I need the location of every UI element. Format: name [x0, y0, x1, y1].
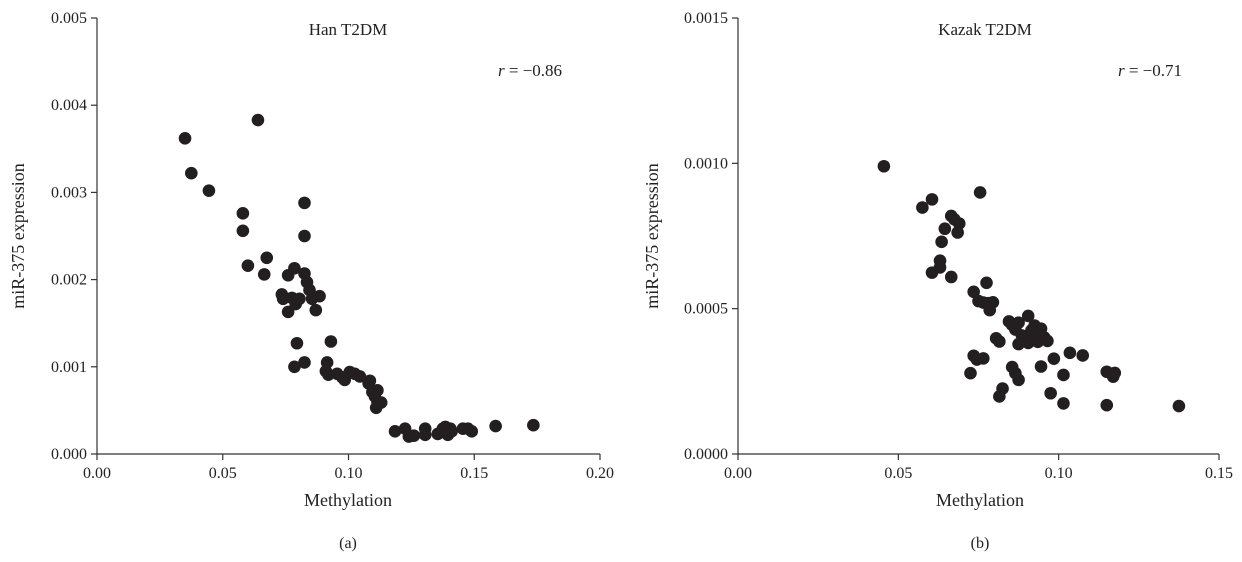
data-point: [445, 425, 458, 438]
data-point: [1172, 399, 1186, 413]
x-tick-label: 0.05: [209, 465, 237, 482]
data-point: [290, 336, 304, 350]
data-point: [944, 270, 958, 284]
data-point: [935, 235, 948, 249]
data-point: [877, 159, 891, 173]
chart-panel-b: 0.0000 0.0005 0.0010 0.0015 0.00 0.05 0.10 0.15…: [642, 10, 1233, 552]
data-point: [407, 429, 421, 442]
data-point: [465, 425, 479, 438]
data-point: [980, 276, 993, 290]
x-tick-label: 0.00: [83, 465, 111, 482]
data-point: [951, 226, 964, 239]
chart-title: Kazak T2DM: [938, 20, 1032, 39]
data-point: [236, 207, 250, 220]
data-point: [281, 305, 295, 319]
data-point: [1012, 316, 1025, 329]
data-point: [324, 335, 338, 348]
data-point: [1057, 368, 1070, 382]
data-point: [288, 261, 301, 275]
data-point: [298, 196, 311, 210]
data-point: [973, 186, 987, 199]
x-tick-label: 0.20: [586, 465, 614, 482]
x-tick-label: 0.05: [884, 465, 912, 482]
data-point: [967, 285, 980, 299]
data-point: [251, 113, 265, 127]
data-point: [293, 292, 306, 306]
data-point: [236, 224, 250, 238]
y-tick-label: 0.005: [51, 10, 87, 27]
data-point: [178, 132, 192, 145]
y-tick-label: 0.000: [51, 446, 87, 463]
data-point: [257, 268, 271, 281]
x-tick-label: 0.15: [460, 465, 488, 482]
x-tick-label: 0.00: [724, 465, 752, 482]
y-tick-label: 0.003: [51, 184, 87, 201]
data-point: [1057, 397, 1070, 410]
data-point: [1041, 334, 1054, 348]
y-tick-label: 0.004: [51, 97, 87, 114]
data-point: [185, 166, 198, 180]
y-tick-label: 0.0000: [684, 446, 728, 463]
x-tick-label: 0.15: [1205, 465, 1233, 482]
data-point: [1012, 337, 1025, 351]
data-point: [353, 370, 367, 383]
data-point: [363, 374, 377, 388]
data-point: [489, 419, 502, 433]
x-tick-label: 0.10: [335, 465, 363, 482]
correlation-annotation: r = −0.71: [1118, 61, 1182, 80]
correlation-annotation: r = −0.86: [498, 61, 562, 80]
data-point: [1021, 309, 1035, 323]
data-point: [933, 261, 947, 274]
data-point: [1031, 335, 1045, 349]
y-tick-label: 0.0015: [684, 10, 728, 27]
correlation-variable: r: [1118, 61, 1125, 80]
data-point: [527, 418, 540, 432]
data-point: [1044, 386, 1057, 400]
correlation-value: = −0.86: [505, 61, 562, 80]
data-point: [977, 352, 990, 365]
correlation-variable: r: [498, 61, 505, 80]
data-point: [993, 335, 1006, 348]
data-point: [1076, 349, 1090, 362]
data-point: [964, 366, 977, 380]
data-point: [369, 401, 383, 415]
y-axis-label: miR-375 expression: [8, 163, 28, 309]
data-point: [418, 428, 432, 442]
data-point: [309, 303, 323, 317]
y-tick-label: 0.0010: [684, 155, 728, 172]
data-point: [993, 390, 1006, 403]
data-point: [983, 303, 997, 317]
chart-title: Han T2DM: [309, 20, 388, 39]
data-point: [1063, 346, 1077, 360]
chart-panel-a: 0.000 0.001 0.002 0.003 0.004 0.005 0.00 0.05 0.…: [8, 10, 614, 552]
panel-label: (a): [339, 535, 357, 552]
y-axis-label: miR-375 expression: [642, 163, 662, 309]
data-point: [298, 229, 311, 243]
correlation-value: = −0.71: [1125, 61, 1182, 80]
x-axis-label: Methylation: [304, 490, 392, 510]
data-point: [202, 184, 216, 197]
data-point: [938, 222, 952, 236]
data-point: [1047, 352, 1061, 365]
data-point: [1100, 398, 1114, 412]
data-point: [1012, 373, 1025, 387]
y-tick-label: 0.002: [51, 272, 87, 289]
data-point: [260, 251, 274, 265]
data-point: [298, 356, 311, 369]
data-point: [288, 360, 301, 374]
y-tick-label: 0.0005: [684, 301, 728, 318]
data-point: [241, 259, 255, 272]
data-point: [1034, 360, 1048, 373]
y-tick-label: 0.001: [51, 359, 87, 376]
x-tick-label: 0.10: [1045, 465, 1073, 482]
data-point: [1108, 366, 1122, 380]
data-point: [916, 201, 929, 214]
panel-label: (b): [971, 535, 990, 552]
data-point: [925, 193, 939, 206]
data-point: [388, 425, 402, 438]
data-point: [313, 289, 326, 303]
x-axis-label: Methylation: [936, 490, 1024, 510]
